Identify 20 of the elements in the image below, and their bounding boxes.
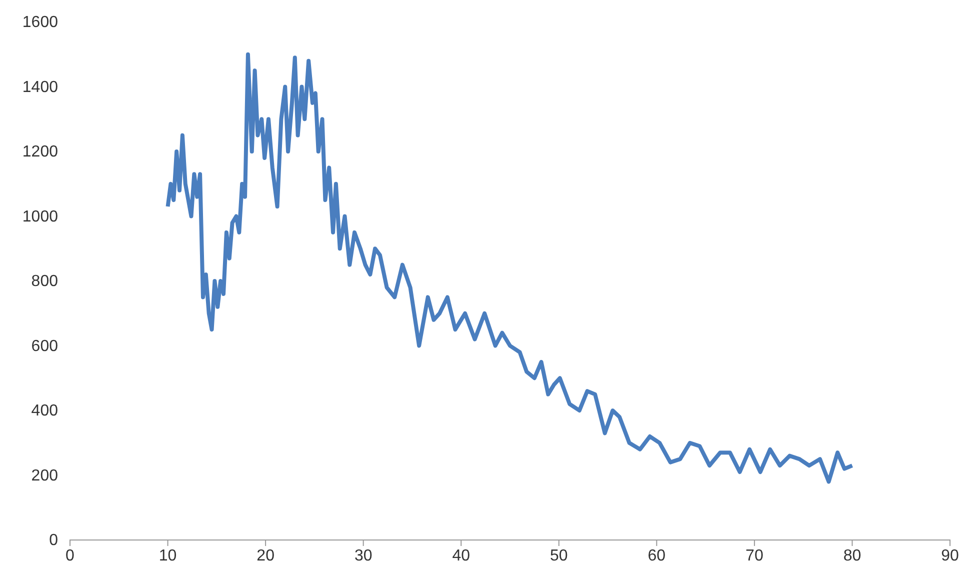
x-tick-label: 30 — [354, 547, 372, 564]
x-tick-label: 20 — [256, 547, 275, 564]
y-tick-label: 800 — [31, 273, 58, 290]
x-tick-label: 50 — [550, 547, 568, 564]
x-tick-label: 80 — [843, 547, 862, 564]
y-tick-label: 1600 — [22, 14, 58, 32]
x-tick-label: 60 — [648, 547, 666, 564]
y-tick-label: 0 — [49, 532, 58, 550]
y-tick-label: 200 — [31, 467, 58, 484]
x-tick-label: 70 — [746, 547, 764, 564]
y-tick-label: 1000 — [22, 208, 58, 226]
y-tick-label: 400 — [31, 402, 58, 420]
y-tick-label: 1200 — [22, 144, 58, 161]
line-series — [166, 52, 854, 484]
x-tick-label: 40 — [452, 547, 470, 564]
y-tick-label: 1400 — [22, 78, 58, 96]
y-tick-label: 600 — [31, 338, 58, 355]
x-tick-label: 0 — [66, 547, 75, 564]
x-tick-label: 90 — [941, 547, 959, 564]
x-tick-label: 10 — [158, 547, 177, 564]
